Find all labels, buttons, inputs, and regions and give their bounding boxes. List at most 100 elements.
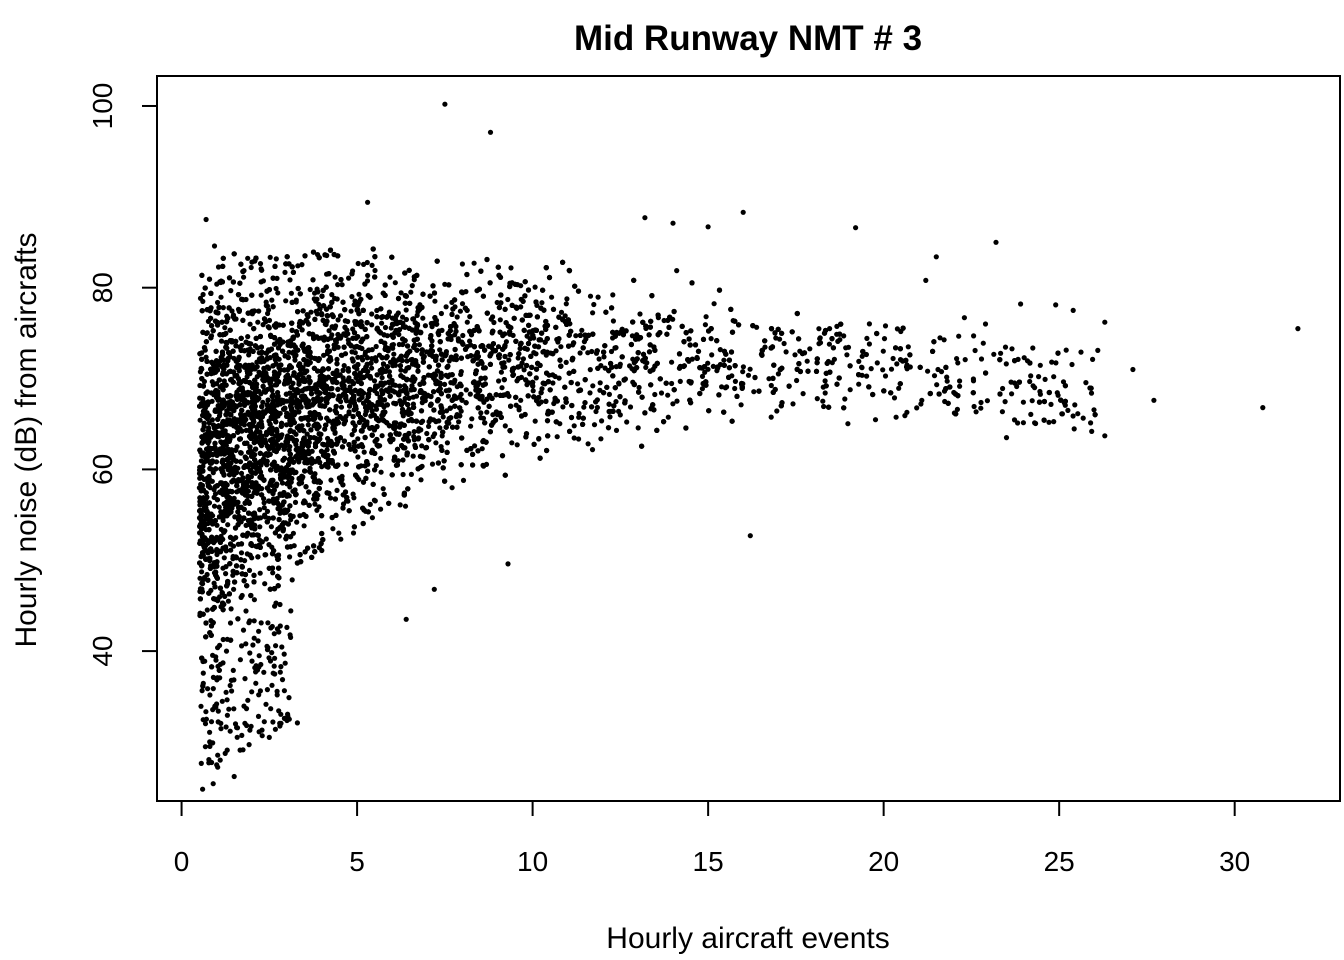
scatter-point — [257, 507, 263, 513]
scatter-point — [669, 380, 675, 387]
scatter-point — [571, 435, 577, 441]
scatter-point — [367, 501, 373, 507]
scatter-point — [416, 342, 422, 348]
scatter-point — [334, 296, 340, 302]
scatter-point — [316, 504, 322, 510]
scatter-point — [454, 314, 460, 320]
scatter-point — [497, 317, 503, 323]
scatter-point — [203, 354, 209, 360]
scatter-point — [610, 318, 617, 324]
scatter-point — [262, 581, 268, 587]
scatter-point — [349, 432, 355, 438]
scatter-point — [738, 402, 744, 408]
scatter-point — [216, 504, 222, 510]
scatter-point — [223, 571, 229, 577]
scatter-point — [330, 526, 336, 532]
scatter-point — [275, 290, 281, 296]
scatter-point — [670, 401, 676, 407]
scatter-point — [409, 283, 415, 289]
scatter-point — [463, 387, 469, 393]
scatter-point — [479, 446, 485, 452]
scatter-point — [238, 594, 244, 601]
scatter-point — [444, 408, 450, 414]
scatter-point — [637, 311, 643, 317]
scatter-point — [218, 338, 225, 344]
scatter-point — [610, 292, 616, 298]
scatter-point — [261, 500, 267, 506]
scatter-point — [630, 356, 636, 362]
scatter-point — [593, 408, 599, 415]
scatter-point — [338, 536, 344, 542]
scatter-point — [292, 357, 298, 363]
scatter-point — [287, 484, 293, 490]
scatter-point — [408, 289, 414, 295]
scatter-point — [719, 384, 725, 390]
scatter-point — [389, 321, 395, 327]
scatter-point — [382, 324, 389, 331]
scatter-point — [200, 291, 206, 298]
scatter-point — [355, 436, 361, 442]
scatter-point — [471, 260, 477, 266]
scatter-point — [403, 316, 409, 323]
scatter-point — [238, 470, 245, 476]
scatter-point — [200, 298, 206, 304]
scatter-point — [269, 297, 275, 303]
scatter-point — [515, 355, 521, 361]
scatter-point — [304, 431, 310, 437]
scatter-point — [220, 305, 226, 311]
scatter-point — [379, 375, 385, 381]
scatter-point — [400, 314, 406, 320]
scatter-point — [467, 314, 473, 320]
scatter-point — [740, 364, 747, 370]
scatter-point — [199, 569, 205, 575]
scatter-point — [225, 598, 231, 604]
scatter-point — [270, 570, 276, 576]
scatter-point — [498, 369, 504, 375]
scatter-point — [1053, 360, 1059, 366]
scatter-point — [268, 524, 274, 530]
scatter-point — [501, 360, 507, 366]
scatter-point — [627, 363, 633, 369]
scatter-point — [197, 502, 203, 508]
scatter-point — [998, 350, 1004, 356]
scatter-point — [222, 325, 228, 331]
scatter-point — [410, 316, 416, 322]
scatter-point — [289, 577, 295, 583]
scatter-point — [257, 261, 264, 267]
scatter-point — [221, 555, 227, 561]
scatter-point — [392, 280, 398, 286]
scatter-point — [445, 393, 451, 399]
scatter-point — [372, 267, 378, 274]
scatter-point — [433, 440, 439, 446]
scatter-point — [702, 322, 709, 328]
scatter-point — [307, 286, 313, 293]
scatter-point — [708, 336, 714, 342]
scatter-point — [392, 389, 398, 395]
scatter-point — [283, 298, 289, 304]
scatter-point — [374, 442, 380, 448]
scatter-point — [351, 495, 357, 501]
scatter-point — [422, 323, 428, 329]
scatter-point — [459, 261, 465, 267]
scatter-point — [267, 254, 273, 260]
scatter-point — [287, 428, 293, 434]
scatter-point — [260, 399, 266, 405]
scatter-point — [263, 536, 269, 542]
scatter-point — [539, 300, 545, 306]
scatter-point — [294, 519, 300, 525]
scatter-point — [214, 281, 220, 287]
scatter-point — [223, 564, 229, 570]
scatter-point — [449, 485, 455, 491]
scatter-point — [322, 426, 328, 432]
scatter-point — [703, 314, 709, 320]
scatter-point — [290, 513, 296, 520]
scatter-point — [422, 390, 428, 397]
scatter-point — [629, 333, 636, 339]
scatter-point — [230, 572, 236, 578]
scatter-point — [469, 416, 475, 422]
scatter-point — [627, 404, 634, 410]
scatter-point — [328, 477, 334, 483]
scatter-point — [213, 459, 220, 465]
scatter-point — [327, 495, 334, 501]
scatter-point — [410, 394, 416, 400]
